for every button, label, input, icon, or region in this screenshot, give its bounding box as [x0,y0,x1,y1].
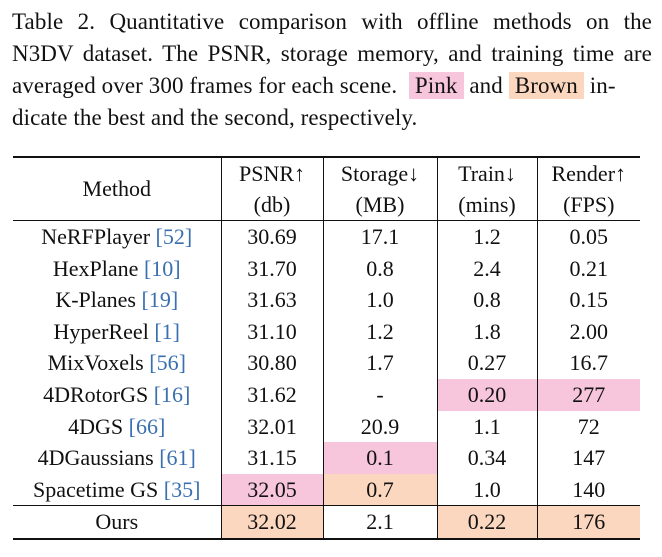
table-row-spacetime-gs: Spacetime GS [35] 32.05 0.7 1.0 140 [13,473,640,506]
header-storage-unit: (MB) [323,190,438,221]
header-psnr-unit: (db) [221,190,324,221]
psnr-cell: 30.80 [221,347,324,379]
render-cell: 0.15 [569,287,609,313]
render-cell: 2.00 [569,318,609,344]
train-cell-second: 0.22 [437,505,538,540]
method-cell: 4DGaussians [61] [13,442,222,474]
citation-link[interactable]: [16] [153,381,191,407]
psnr-cell: 30.69 [221,220,324,253]
psnr-cell: 32.01 [221,410,324,443]
psnr-cell-best: 32.05 [221,473,324,506]
train-cell: 0.8 [437,284,538,316]
psnr-cell: 31.62 [221,378,324,411]
psnr-cell: 31.63 [221,284,324,316]
table-row-mixvoxels: MixVoxels [56] 30.80 1.7 0.27 16.7 [13,347,640,379]
table-row-hyperreel: HyperReel [1] 31.10 1.2 1.8 2.00 [13,315,640,348]
method-name: Spacetime GS [33,476,159,502]
render-cell-best: 277 [537,378,640,411]
table-row-ours: Ours 32.02 2.1 0.22 176 [13,505,640,540]
storage-cell: 20.9 [323,410,438,443]
header-train-unit: (mins) [437,190,538,221]
method-cell: HyperReel [1] [13,315,222,348]
brown-legend-label: Brown [508,72,584,99]
caption-line-3-end: in- [589,73,616,98]
render-cell: 140 [572,476,606,502]
train-cell: 1.2 [437,220,538,253]
header-psnr: PSNR↑ [221,156,324,190]
citation-link[interactable]: [56] [149,350,186,376]
psnr-cell: 31.15 [221,442,324,474]
render-cell: 0.05 [569,224,609,249]
train-cell: 0.34 [437,442,538,474]
storage-cell-best: 0.1 [323,442,438,474]
method-cell: NeRFPlayer [52] [13,220,222,253]
table-row-hexplane: HexPlane [10] 31.70 0.8 2.4 0.21 [13,252,640,285]
train-cell: 2.4 [437,252,538,285]
train-cell: 1.0 [437,473,538,506]
caption-and-word: and [469,73,503,98]
citation-link[interactable]: [66] [128,413,166,439]
storage-cell: 0.8 [323,252,438,285]
citation-link[interactable]: [10] [143,255,181,281]
render-cell: 147 [572,445,606,471]
method-cell: MixVoxels [56] [13,347,222,379]
caption-line-1: Table 2. Quantitative comparison with of… [12,9,652,34]
storage-cell: 2.1 [323,505,438,540]
citation-link[interactable]: [52] [155,224,193,249]
method-cell: Spacetime GS [35] [13,473,222,506]
storage-cell: 1.7 [323,347,438,379]
pink-legend-label: Pink [408,72,464,99]
method-cell: 4DRotorGS [16] [13,378,222,411]
header-render-unit: (FPS) [537,190,640,221]
table-row-4drotorgs: 4DRotorGS [16] 31.62 - 0.20 277 [13,378,640,411]
render-cell: 72 [577,413,600,439]
storage-cell: 1.2 [323,315,438,348]
table-row-4dgs: 4DGS [66] 32.01 20.9 1.1 72 [13,410,640,443]
method-name: HexPlane [52,255,139,281]
header-render: Render↑ [537,156,640,190]
storage-cell: 17.1 [323,220,438,253]
header-method: Method [13,156,222,221]
storage-cell-second: 0.7 [323,473,438,506]
psnr-cell: 31.10 [221,315,324,348]
method-cell: HexPlane [10] [13,252,222,285]
render-cell-second: 176 [537,505,640,540]
header-train: Train↓ [437,156,538,190]
train-cell: 0.27 [437,347,538,379]
caption-line-3: averaged over 300 frames for each scene.… [12,70,652,102]
train-cell-best: 0.20 [437,378,538,411]
method-cell: K-Planes [19] [13,284,222,316]
table-row-k-planes: K-Planes [19] 31.63 1.0 0.8 0.15 [13,284,640,316]
method-name: HyperReel [53,318,149,344]
citation-link[interactable]: [61] [159,445,196,471]
citation-link[interactable]: [1] [154,318,180,344]
train-cell: 1.1 [437,410,538,443]
render-cell: 0.21 [569,255,609,281]
method-name: 4DGaussians [37,445,154,471]
method-name: 4DGS [68,413,124,439]
method-name: MixVoxels [47,350,144,376]
results-table: Method PSNR↑ Storage↓ Train↓ Render↑ (db… [13,156,640,540]
method-name: Ours [95,509,139,535]
citation-link[interactable]: [35] [163,476,201,502]
header-storage: Storage↓ [323,156,438,190]
psnr-cell-second: 32.02 [221,505,324,540]
method-name: 4DRotorGS [43,381,149,407]
storage-cell: - [323,378,438,411]
table-row-4dgaussians: 4DGaussians [61] 31.15 0.1 0.34 147 [13,442,640,474]
train-cell: 1.8 [437,315,538,348]
method-cell: 4DGS [66] [13,410,222,443]
table-row-nerfplayer: NeRFPlayer [52] 30.69 17.1 1.2 0.05 [13,220,640,253]
psnr-cell: 31.70 [221,252,324,285]
method-name: NeRFPlayer [41,224,151,249]
render-cell: 16.7 [569,350,609,376]
caption-line-2: N3DV dataset. The PSNR, storage memory, … [12,41,652,66]
storage-cell: 1.0 [323,284,438,316]
method-cell: Ours [13,505,222,540]
method-name: K-Planes [55,287,136,313]
caption-line-3-text: averaged over 300 frames for each scene. [12,73,398,98]
table-caption: Table 2. Quantitative comparison with of… [12,6,652,134]
caption-line-4: dicate the best and the second, respecti… [12,105,418,130]
citation-link[interactable]: [19] [141,287,179,313]
